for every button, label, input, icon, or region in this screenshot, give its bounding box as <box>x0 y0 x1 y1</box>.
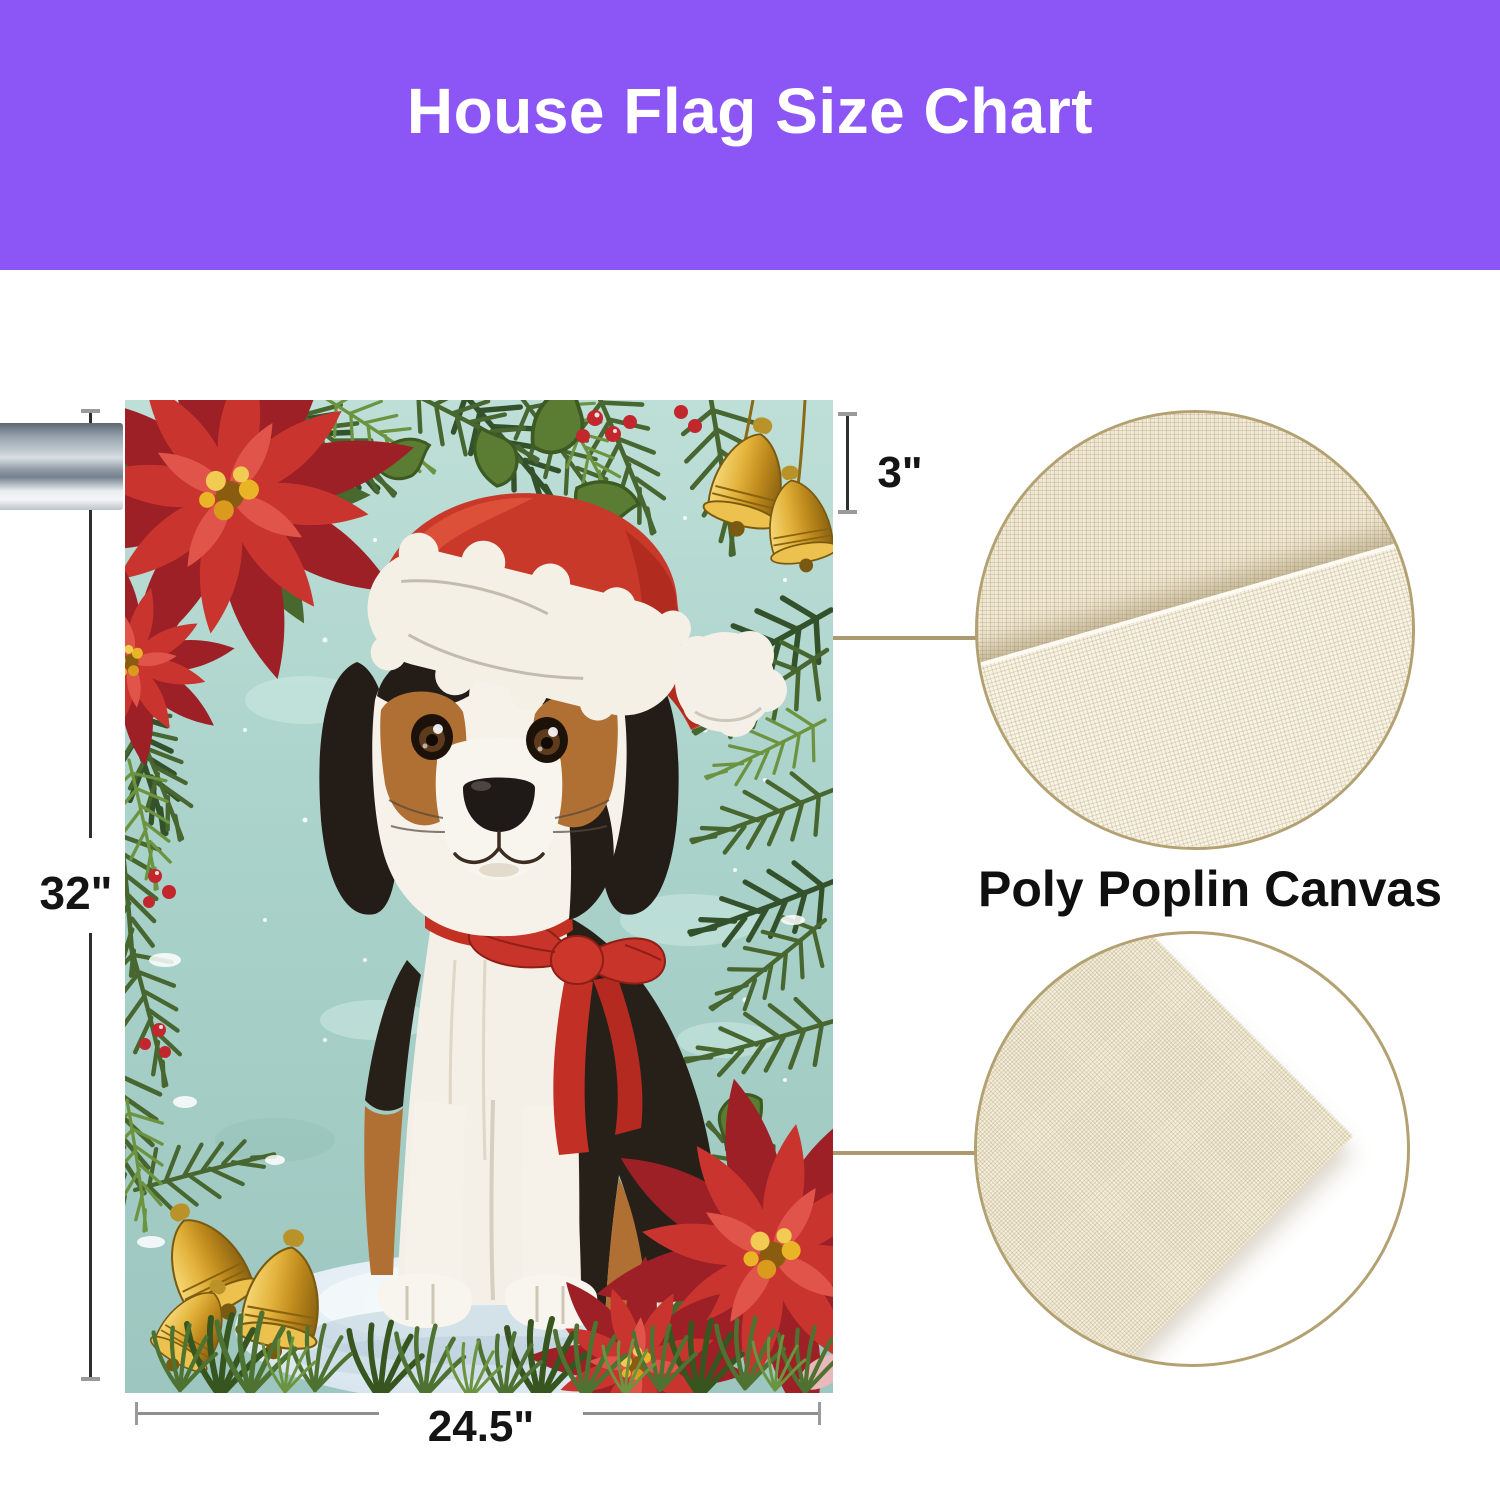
height-dimension-label: 32" <box>39 867 113 919</box>
width-dimension-tick-right <box>818 1402 821 1425</box>
holly-berries <box>139 405 702 1058</box>
fabric-swatch-top-icon <box>975 410 1415 850</box>
gold-bells-top-right <box>697 399 842 579</box>
header-banner: House Flag Size Chart <box>0 0 1500 270</box>
sleeve-dimension-tick-bottom <box>838 510 857 514</box>
flag-image <box>125 400 833 1393</box>
connector-line-top <box>833 636 983 640</box>
fabric-corner <box>977 934 1353 1364</box>
flag-pole-icon <box>0 423 123 510</box>
fabric-swatch-bottom-icon <box>974 931 1410 1367</box>
sleeve-dimension-tick-top <box>838 412 857 416</box>
connector-line-bottom <box>833 1151 983 1155</box>
flag-artwork <box>125 400 833 1393</box>
page-title: House Flag Size Chart <box>406 75 1094 147</box>
height-dimension-line-lower <box>89 933 92 1381</box>
material-label: Poly Poplin Canvas <box>977 861 1442 917</box>
width-dimension-tick-left <box>135 1402 138 1425</box>
height-dimension-tick-bottom <box>81 1377 100 1381</box>
pine-border <box>125 400 833 1248</box>
sleeve-dimension-label: 3" <box>877 448 923 497</box>
height-dimension-tick-top <box>81 409 100 413</box>
puppy-eyes <box>411 714 568 763</box>
width-dimension-label: 24.5" <box>379 1400 583 1458</box>
height-dimension-line-upper <box>89 413 92 838</box>
sleeve-dimension-line <box>846 415 849 513</box>
santa-hat <box>367 493 787 737</box>
